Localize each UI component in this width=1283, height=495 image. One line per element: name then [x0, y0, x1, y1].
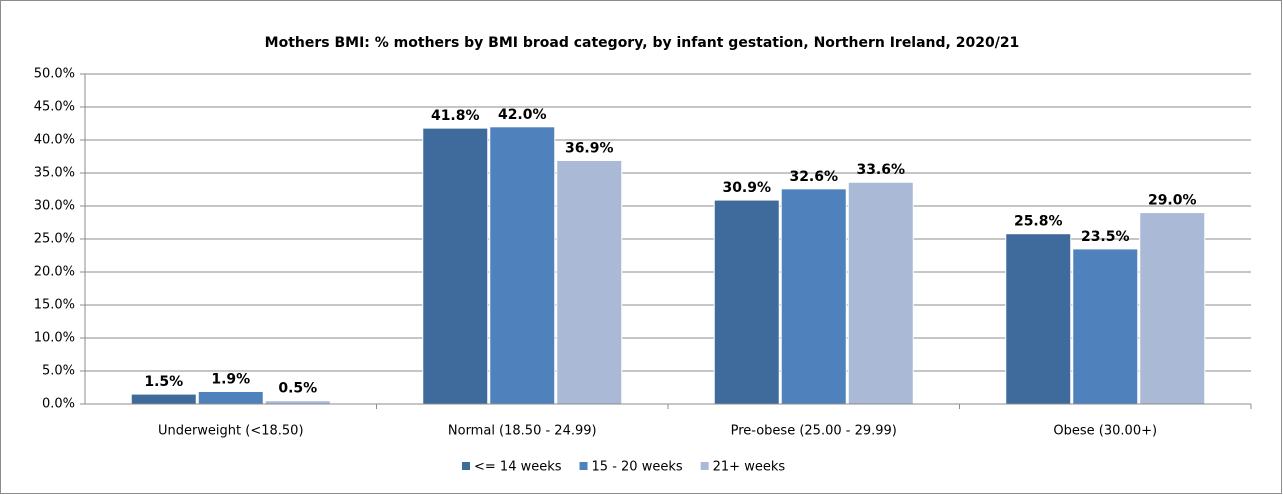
y-tick-label: 25.0% [34, 232, 75, 247]
y-tick-label: 20.0% [34, 265, 75, 280]
bar [780, 188, 847, 405]
y-tick-label: 50.0% [34, 67, 75, 82]
y-tick-label: 15.0% [34, 298, 75, 313]
y-tick-label: 30.0% [34, 199, 75, 214]
data-label: 33.6% [856, 162, 905, 178]
legend-label: 21+ weeks [713, 460, 786, 475]
data-label: 32.6% [789, 169, 838, 185]
y-tick-label: 10.0% [34, 331, 75, 346]
data-label: 25.8% [1014, 214, 1063, 230]
data-label: 0.5% [278, 381, 317, 397]
bar [197, 390, 264, 405]
y-tick-label: 40.0% [34, 133, 75, 148]
data-label: 30.9% [722, 180, 771, 196]
bar [1139, 212, 1206, 405]
legend-swatch [462, 462, 470, 470]
chart-title: Mothers BMI: % mothers by BMI broad cate… [265, 35, 1020, 51]
legend-swatch [579, 462, 588, 470]
bar [847, 181, 914, 405]
y-tick-label: 5.0% [42, 364, 75, 379]
data-label: 41.8% [431, 108, 480, 124]
data-label: 36.9% [565, 140, 614, 156]
x-tick-label: Pre-obese (25.00 - 29.99) [731, 424, 897, 439]
legend-label: <= 14 weeks [474, 460, 562, 475]
x-tick-label: Normal (18.50 - 24.99) [448, 424, 597, 439]
bar [713, 199, 780, 405]
x-tick-label: Underweight (<18.50) [158, 424, 304, 439]
legend-label: 15 - 20 weeks [592, 460, 683, 475]
bar [556, 159, 623, 405]
bar [1005, 233, 1072, 405]
y-tick-label: 35.0% [34, 166, 75, 181]
data-label: 42.0% [498, 107, 547, 123]
bar [489, 126, 556, 405]
data-label: 23.5% [1081, 229, 1130, 245]
legend-swatch [700, 462, 709, 470]
y-tick-label: 0.0% [42, 397, 75, 412]
y-tick-label: 45.0% [34, 100, 75, 115]
data-label: 1.9% [211, 371, 250, 387]
x-tick-label: Obese (30.00+) [1053, 424, 1157, 439]
bar [1072, 248, 1139, 405]
data-label: 1.5% [144, 374, 183, 390]
data-label: 29.0% [1148, 193, 1197, 209]
bar [422, 127, 489, 405]
bar [130, 393, 197, 405]
